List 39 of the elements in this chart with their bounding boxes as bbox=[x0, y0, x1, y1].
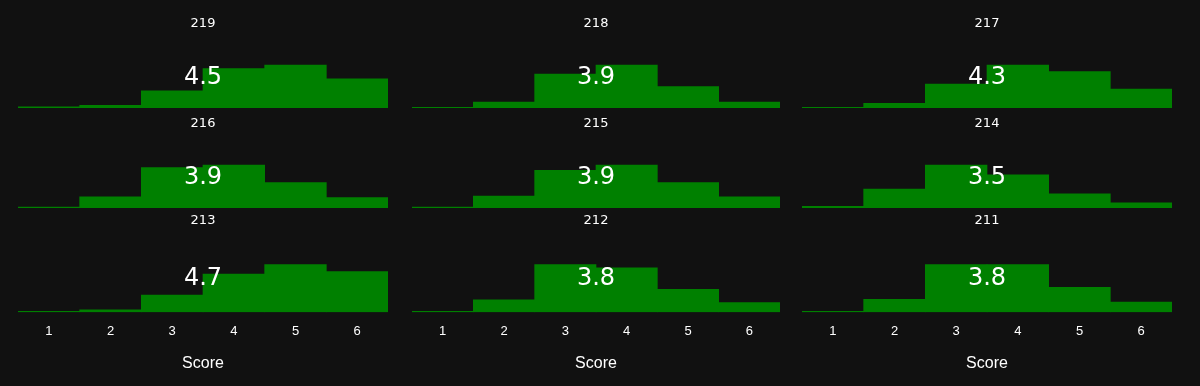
x-tick-label: 5 bbox=[1075, 322, 1084, 338]
x-tick-label: 1 bbox=[45, 322, 53, 338]
x-tick-label: 2 bbox=[500, 322, 508, 338]
chart-title: 216 bbox=[190, 115, 216, 131]
chart-title: 219 bbox=[190, 15, 216, 31]
chart-title: 214 bbox=[974, 115, 1000, 131]
x-tick-label: 3 bbox=[952, 322, 960, 338]
x-tick-label: 3 bbox=[168, 322, 176, 338]
x-axis-title: Score bbox=[575, 353, 617, 371]
x-tick-label: 3 bbox=[561, 322, 569, 338]
x-tick-label: 6 bbox=[1137, 322, 1145, 338]
x-tick-label: 2 bbox=[890, 322, 899, 338]
x-axis-title: Score bbox=[182, 353, 224, 371]
chart-title: 215 bbox=[583, 115, 609, 131]
x-axis-title: Score bbox=[966, 353, 1008, 371]
x-tick-label: 5 bbox=[684, 322, 692, 338]
annotation: 3.9 bbox=[183, 162, 223, 191]
chart-title: 217 bbox=[974, 15, 1000, 31]
annotation: 3.9 bbox=[576, 162, 616, 191]
x-tick-label: 5 bbox=[291, 322, 300, 338]
chart-title: 213 bbox=[190, 212, 216, 228]
x-tick-label: 6 bbox=[353, 322, 361, 338]
annotation: 4.5 bbox=[183, 62, 223, 91]
x-tick-label: 4 bbox=[1014, 322, 1022, 338]
annotation: 3.5 bbox=[967, 162, 1007, 191]
annotation: 3.8 bbox=[576, 262, 616, 291]
x-tick-label: 4 bbox=[230, 322, 238, 338]
x-tick-label: 1 bbox=[829, 322, 837, 338]
x-tick-label: 4 bbox=[623, 322, 631, 338]
annotation: 3.9 bbox=[576, 62, 616, 91]
annotation: 4.7 bbox=[183, 262, 223, 291]
chart-title: 211 bbox=[974, 212, 1000, 228]
annotation: 3.8 bbox=[967, 262, 1007, 291]
chart-title: 212 bbox=[583, 212, 609, 228]
annotation: 4.3 bbox=[967, 62, 1007, 91]
x-tick-label: 1 bbox=[439, 322, 447, 338]
x-tick-label: 2 bbox=[106, 322, 115, 338]
chart-title: 218 bbox=[583, 15, 609, 31]
x-tick-label: 6 bbox=[745, 322, 753, 338]
